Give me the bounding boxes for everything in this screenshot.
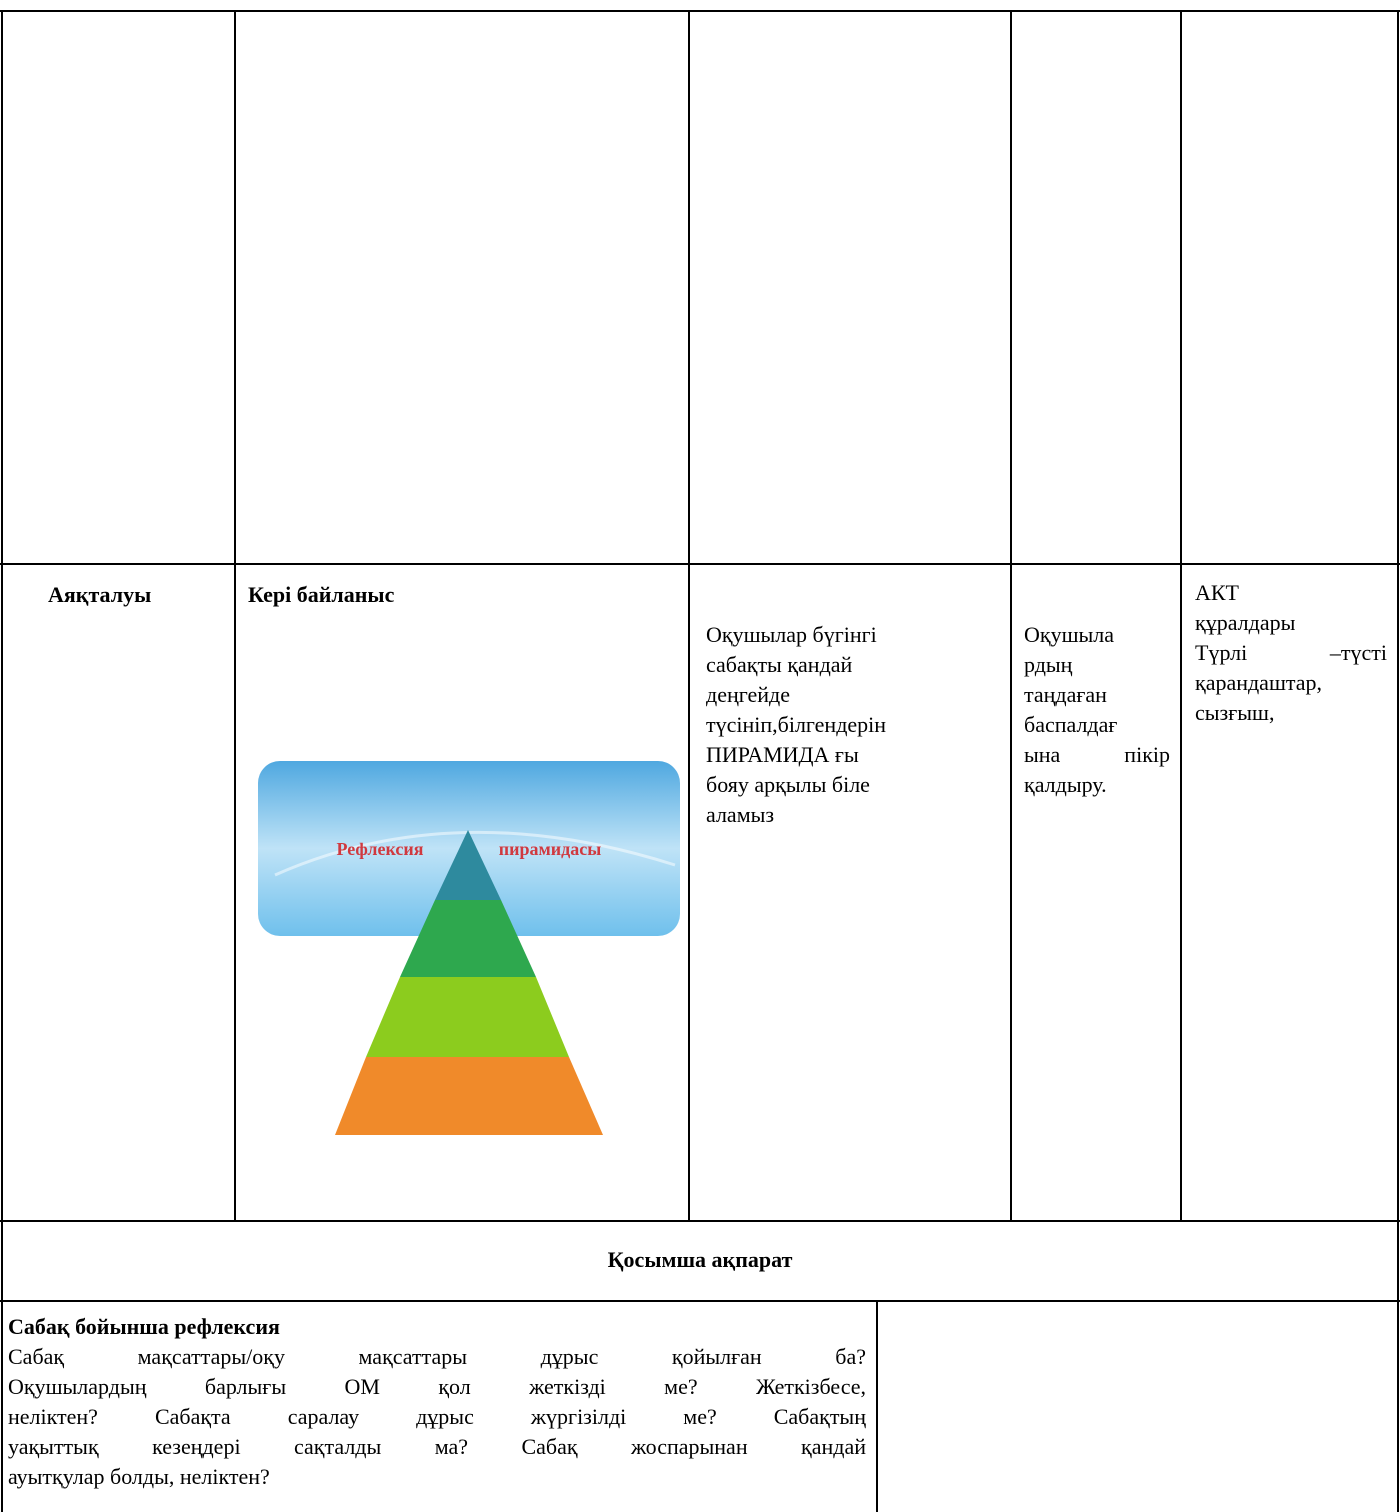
text-line: Сабақ мақсаттары/оқу мақсаттары дұрыс қо… bbox=[8, 1344, 866, 1369]
text-line: рдың bbox=[1024, 652, 1073, 677]
text-line: бояу арқылы біле bbox=[706, 772, 870, 797]
text-line: Түрлі –түсті bbox=[1195, 640, 1387, 665]
text-line: деңгейде bbox=[706, 682, 790, 707]
text-line: неліктен? Сабақта саралау дұрыс жүргізіл… bbox=[8, 1404, 866, 1429]
text-line: ына пікір bbox=[1024, 742, 1170, 767]
cell-text: Оқушылар бүгінгі сабақты қандай деңгейде тү… bbox=[706, 620, 886, 830]
text-line: уақыттық кезеңдері сақталды ма? Сабақ жо… bbox=[8, 1434, 866, 1459]
text-line: баспалдағ bbox=[1024, 712, 1118, 737]
pyramid-tier bbox=[435, 830, 501, 900]
image-text: пирамидасы bbox=[499, 839, 602, 859]
text-line: аламыз bbox=[706, 802, 775, 827]
cell-text: АКТ құралдары Түрлі –түсті қарандаштар, сызғ… bbox=[1195, 578, 1387, 728]
text-line: сабақты қандай bbox=[706, 652, 853, 677]
pyramid-image: Рефлексия пирамидасы bbox=[258, 761, 680, 1135]
cell-text: Оқушыла рдың таңдаған баспалдағ ына пікір қал… bbox=[1024, 620, 1170, 800]
text-line: Оқушылардың барлығы ОМ қол жеткізді ме? … bbox=[8, 1374, 866, 1399]
border bbox=[0, 563, 1400, 565]
text-line: қарандаштар, bbox=[1195, 670, 1323, 695]
border bbox=[1397, 10, 1399, 1512]
text-line: таңдаған bbox=[1024, 682, 1107, 707]
text-line: АКТ bbox=[1195, 580, 1239, 605]
border bbox=[1010, 10, 1012, 1220]
border bbox=[234, 10, 236, 1220]
border bbox=[688, 10, 690, 1220]
text-line: ПИРАМИДА ғы bbox=[706, 742, 859, 767]
pyramid-tier bbox=[366, 977, 569, 1057]
text-line: құралдары bbox=[1195, 610, 1296, 635]
stage-label: Аяқталуы bbox=[48, 582, 152, 607]
reflection-title: Сабақ бойынша рефлексия bbox=[8, 1314, 280, 1339]
text-line: сызғыш, bbox=[1195, 700, 1275, 725]
border bbox=[0, 10, 1400, 12]
text-line: түсініп,білгендерін bbox=[706, 712, 887, 737]
section-header: Қосымша ақпарат bbox=[607, 1247, 793, 1272]
text-line: ауытқулар болды, неліктен? bbox=[8, 1464, 270, 1489]
activity-title: Кері байланыс bbox=[248, 582, 395, 607]
border bbox=[0, 1220, 1400, 1222]
pyramid-tier bbox=[400, 900, 536, 977]
reflection-text: Сабақ мақсаттары/оқу мақсаттары дұрыс қо… bbox=[8, 1342, 866, 1492]
text-line: Оқушыла bbox=[1024, 622, 1115, 647]
pyramid-tier bbox=[335, 1057, 603, 1135]
image-text: Рефлексия bbox=[336, 839, 423, 859]
border bbox=[1180, 10, 1182, 1220]
text-line: Оқушылар бүгінгі bbox=[706, 622, 877, 647]
border bbox=[876, 1300, 878, 1512]
text-line: қалдыру. bbox=[1024, 772, 1107, 797]
border bbox=[1, 10, 3, 1512]
border bbox=[0, 1300, 1400, 1302]
